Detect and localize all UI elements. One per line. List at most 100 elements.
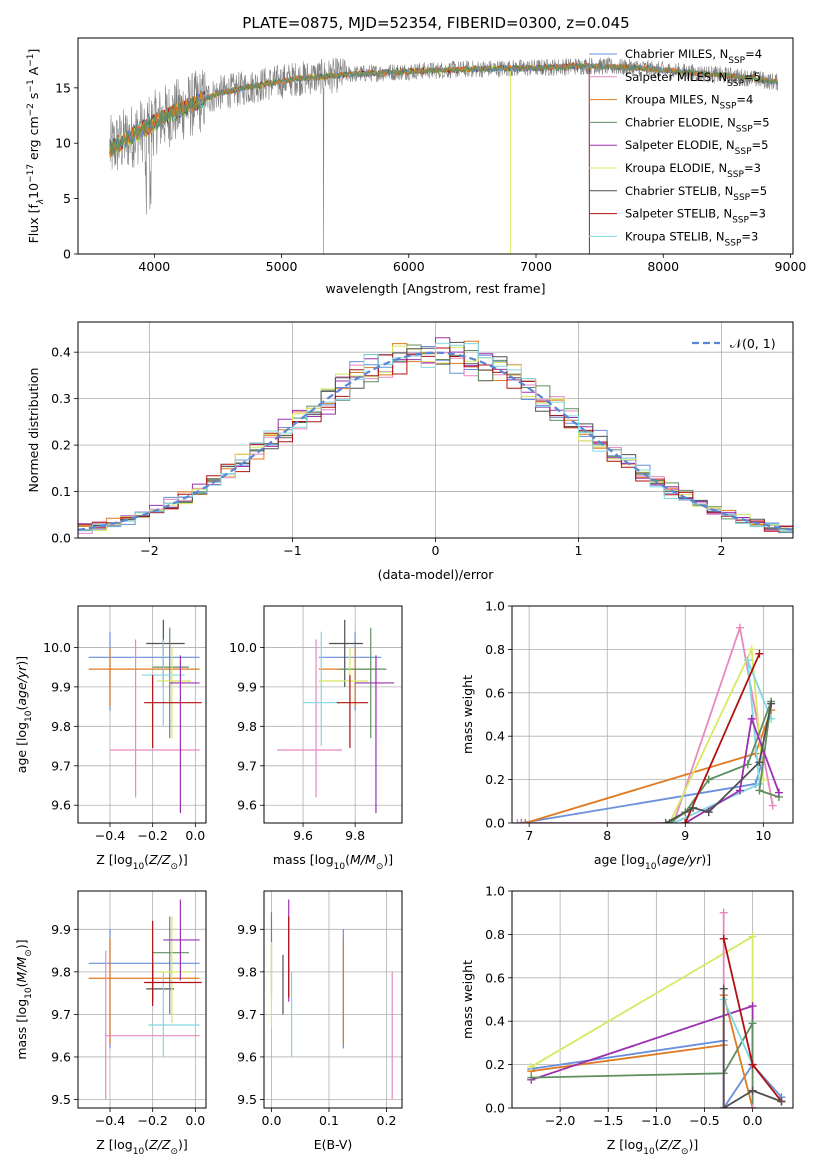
y-tick-label: 1.0	[485, 884, 505, 899]
legend-entry-label: Chabrier MILES, NSSP=4	[625, 47, 762, 66]
axes-age-vs-mass: 9.6 9.8 9.6 9.7 9.8 9.9 10.0 mass [log10(M/M⊙)]	[229, 605, 403, 872]
y-tick-label: 10.0	[43, 640, 71, 655]
gaussian-reference-line	[78, 351, 793, 531]
y-tick-label: 0.2	[485, 1057, 505, 1072]
y-tick-label: 0.4	[485, 1014, 505, 1029]
spectrum-model-line	[109, 61, 590, 254]
legend: Chabrier MILES, NSSP=4 Salpeter MILES, NS…	[589, 47, 770, 248]
x-tick-label: 0.2	[377, 1113, 397, 1128]
mass-weight-line	[525, 709, 772, 823]
y-tick-label: 0.6	[485, 970, 505, 985]
y-tick-label: 9.7	[51, 758, 71, 773]
x-tick-label: −1.0	[641, 1113, 671, 1128]
x-tick-label: 0.1	[319, 1113, 339, 1128]
y-tick-label: 10	[55, 136, 71, 151]
x-tick-label: −2.0	[545, 1113, 575, 1128]
y-tick-label: 0.6	[485, 685, 505, 700]
x-tick-label: 9.6	[293, 828, 313, 843]
x-tick-label: −1	[283, 543, 301, 558]
x-tick-label: −0.4	[95, 1113, 125, 1128]
y-tick-label: 9.7	[51, 1007, 71, 1022]
plot-area	[264, 606, 402, 823]
y-tick-label: 9.6	[51, 1049, 71, 1064]
y-tick-label: 0.8	[485, 927, 505, 942]
x-tick-label: 5000	[266, 259, 298, 274]
legend-entry-label: Salpeter ELODIE, NSSP=5	[625, 138, 768, 157]
legend-entry-label: Kroupa STELIB, NSSP=3	[625, 229, 758, 248]
x-tick-label: 0.0	[743, 1113, 763, 1128]
mass-weight-line	[517, 624, 774, 823]
x-tick-label: 0.0	[185, 828, 205, 843]
figure-title: PLATE=0875, MJD=52354, FIBERID=0300, z=0…	[242, 14, 629, 32]
x-tick-label: 1	[575, 543, 583, 558]
y-tick-label: 9.8	[51, 719, 71, 734]
y-tick-label: 0.2	[485, 772, 505, 787]
x-tick-label: −0.2	[137, 1113, 167, 1128]
x-tick-label: 7000	[520, 259, 552, 274]
y-tick-label: 15	[55, 80, 71, 95]
y-axis-label: mass weight	[460, 675, 475, 754]
axes-frame	[263, 605, 403, 824]
y-tick-label: 9.8	[51, 964, 71, 979]
plot-area	[512, 891, 793, 1108]
legend-entry-label: Salpeter MILES, NSSP=5	[625, 70, 761, 89]
legend-entry-label: Chabrier ELODIE, NSSP=5	[625, 115, 770, 134]
x-axis-label: age [log10(age/yr)]	[594, 852, 711, 872]
mass-weight-line	[684, 653, 761, 823]
y-axis-label: age [log10(age/yr)]	[14, 656, 34, 773]
y-tick-label: 9.5	[237, 1092, 257, 1107]
y-tick-label: 9.8	[237, 719, 257, 734]
mass-weight-line	[530, 935, 754, 1108]
x-tick-label: 8	[603, 828, 611, 843]
y-tick-label: 0.8	[485, 642, 505, 657]
x-tick-label: 9	[681, 828, 689, 843]
legend-entry-label: 𝒩(0, 1)	[730, 336, 776, 351]
x-tick-label: 0	[432, 543, 440, 558]
axes-mass-weight-vs-Z: −2.0 −1.5 −1.0 −0.5 0.0 0.0 0.2 0.4 0.6 0.8 1.0 Z […	[460, 884, 794, 1157]
x-axis-label: mass [log10(M/M⊙)]	[273, 852, 393, 872]
y-tick-label: 9.5	[51, 1092, 71, 1107]
spectrum-model-line	[109, 62, 779, 157]
y-tick-label: 0.0	[485, 1101, 505, 1116]
x-axis-label: (data-model)/error	[378, 567, 495, 582]
axes-frame	[77, 605, 207, 824]
axes-frame	[77, 890, 207, 1109]
x-tick-label: 6000	[393, 259, 425, 274]
x-tick-label: 2	[718, 543, 726, 558]
axes-spectrum: 4000 5000 6000 7000 8000 9000 0 5 10 15 wavelength…	[26, 37, 807, 296]
y-tick-label: 9.6	[237, 1049, 257, 1064]
y-tick-label: 0.2	[51, 438, 71, 453]
x-tick-label: 7	[525, 828, 533, 843]
legend-entry-label: Chabrier STELIB, NSSP=5	[625, 184, 767, 203]
legend-entry-label: Kroupa ELODIE, NSSP=3	[625, 161, 761, 180]
x-axis-label: Z [log10(Z/Z⊙)]	[607, 1137, 699, 1157]
mass-weight-line	[530, 1004, 754, 1081]
x-tick-label: 9000	[775, 259, 807, 274]
y-tick-label: 9.9	[51, 922, 71, 937]
x-axis-label: Z [log10(Z/Z⊙)]	[96, 1137, 188, 1157]
y-tick-label: 0.0	[51, 531, 71, 546]
y-tick-label: 0.0	[485, 816, 505, 831]
legend-entry-label: Kroupa MILES, NSSP=4	[625, 93, 753, 112]
y-tick-label: 9.9	[237, 679, 257, 694]
y-axis-label: mass [log10(M/M⊙)]	[14, 939, 34, 1059]
y-tick-label: 9.9	[237, 922, 257, 937]
plot-area	[264, 891, 402, 1108]
y-tick-label: 0.1	[51, 484, 71, 499]
axes-mass-vs-EBV: 0.0 0.1 0.2 9.5 9.6 9.7 9.8 9.9 E(B-V)	[237, 890, 403, 1152]
plot-area	[109, 56, 779, 254]
y-axis-label: Flux [fλ10−17 erg cm−2 s−1 A−1]	[26, 49, 46, 244]
x-tick-label: 10	[755, 828, 771, 843]
x-axis-label: wavelength [Angstrom, rest frame]	[325, 281, 545, 296]
axes-mass-weight-vs-age: 7 8 9 10 0.0 0.2 0.4 0.6 0.8 1.0 age [log10(age/yr…	[460, 599, 794, 872]
plot-area	[78, 891, 206, 1108]
axes-frame	[511, 605, 794, 824]
y-tick-label: 9.8	[237, 964, 257, 979]
mass-weight-line	[722, 988, 782, 1108]
y-axis-label: mass weight	[460, 960, 475, 1039]
x-tick-label: 0.0	[185, 1113, 205, 1128]
y-tick-label: 0.4	[485, 729, 505, 744]
mass-weight-line	[684, 715, 780, 823]
y-tick-label: 9.9	[51, 679, 71, 694]
x-axis-label: E(B-V)	[314, 1137, 353, 1152]
